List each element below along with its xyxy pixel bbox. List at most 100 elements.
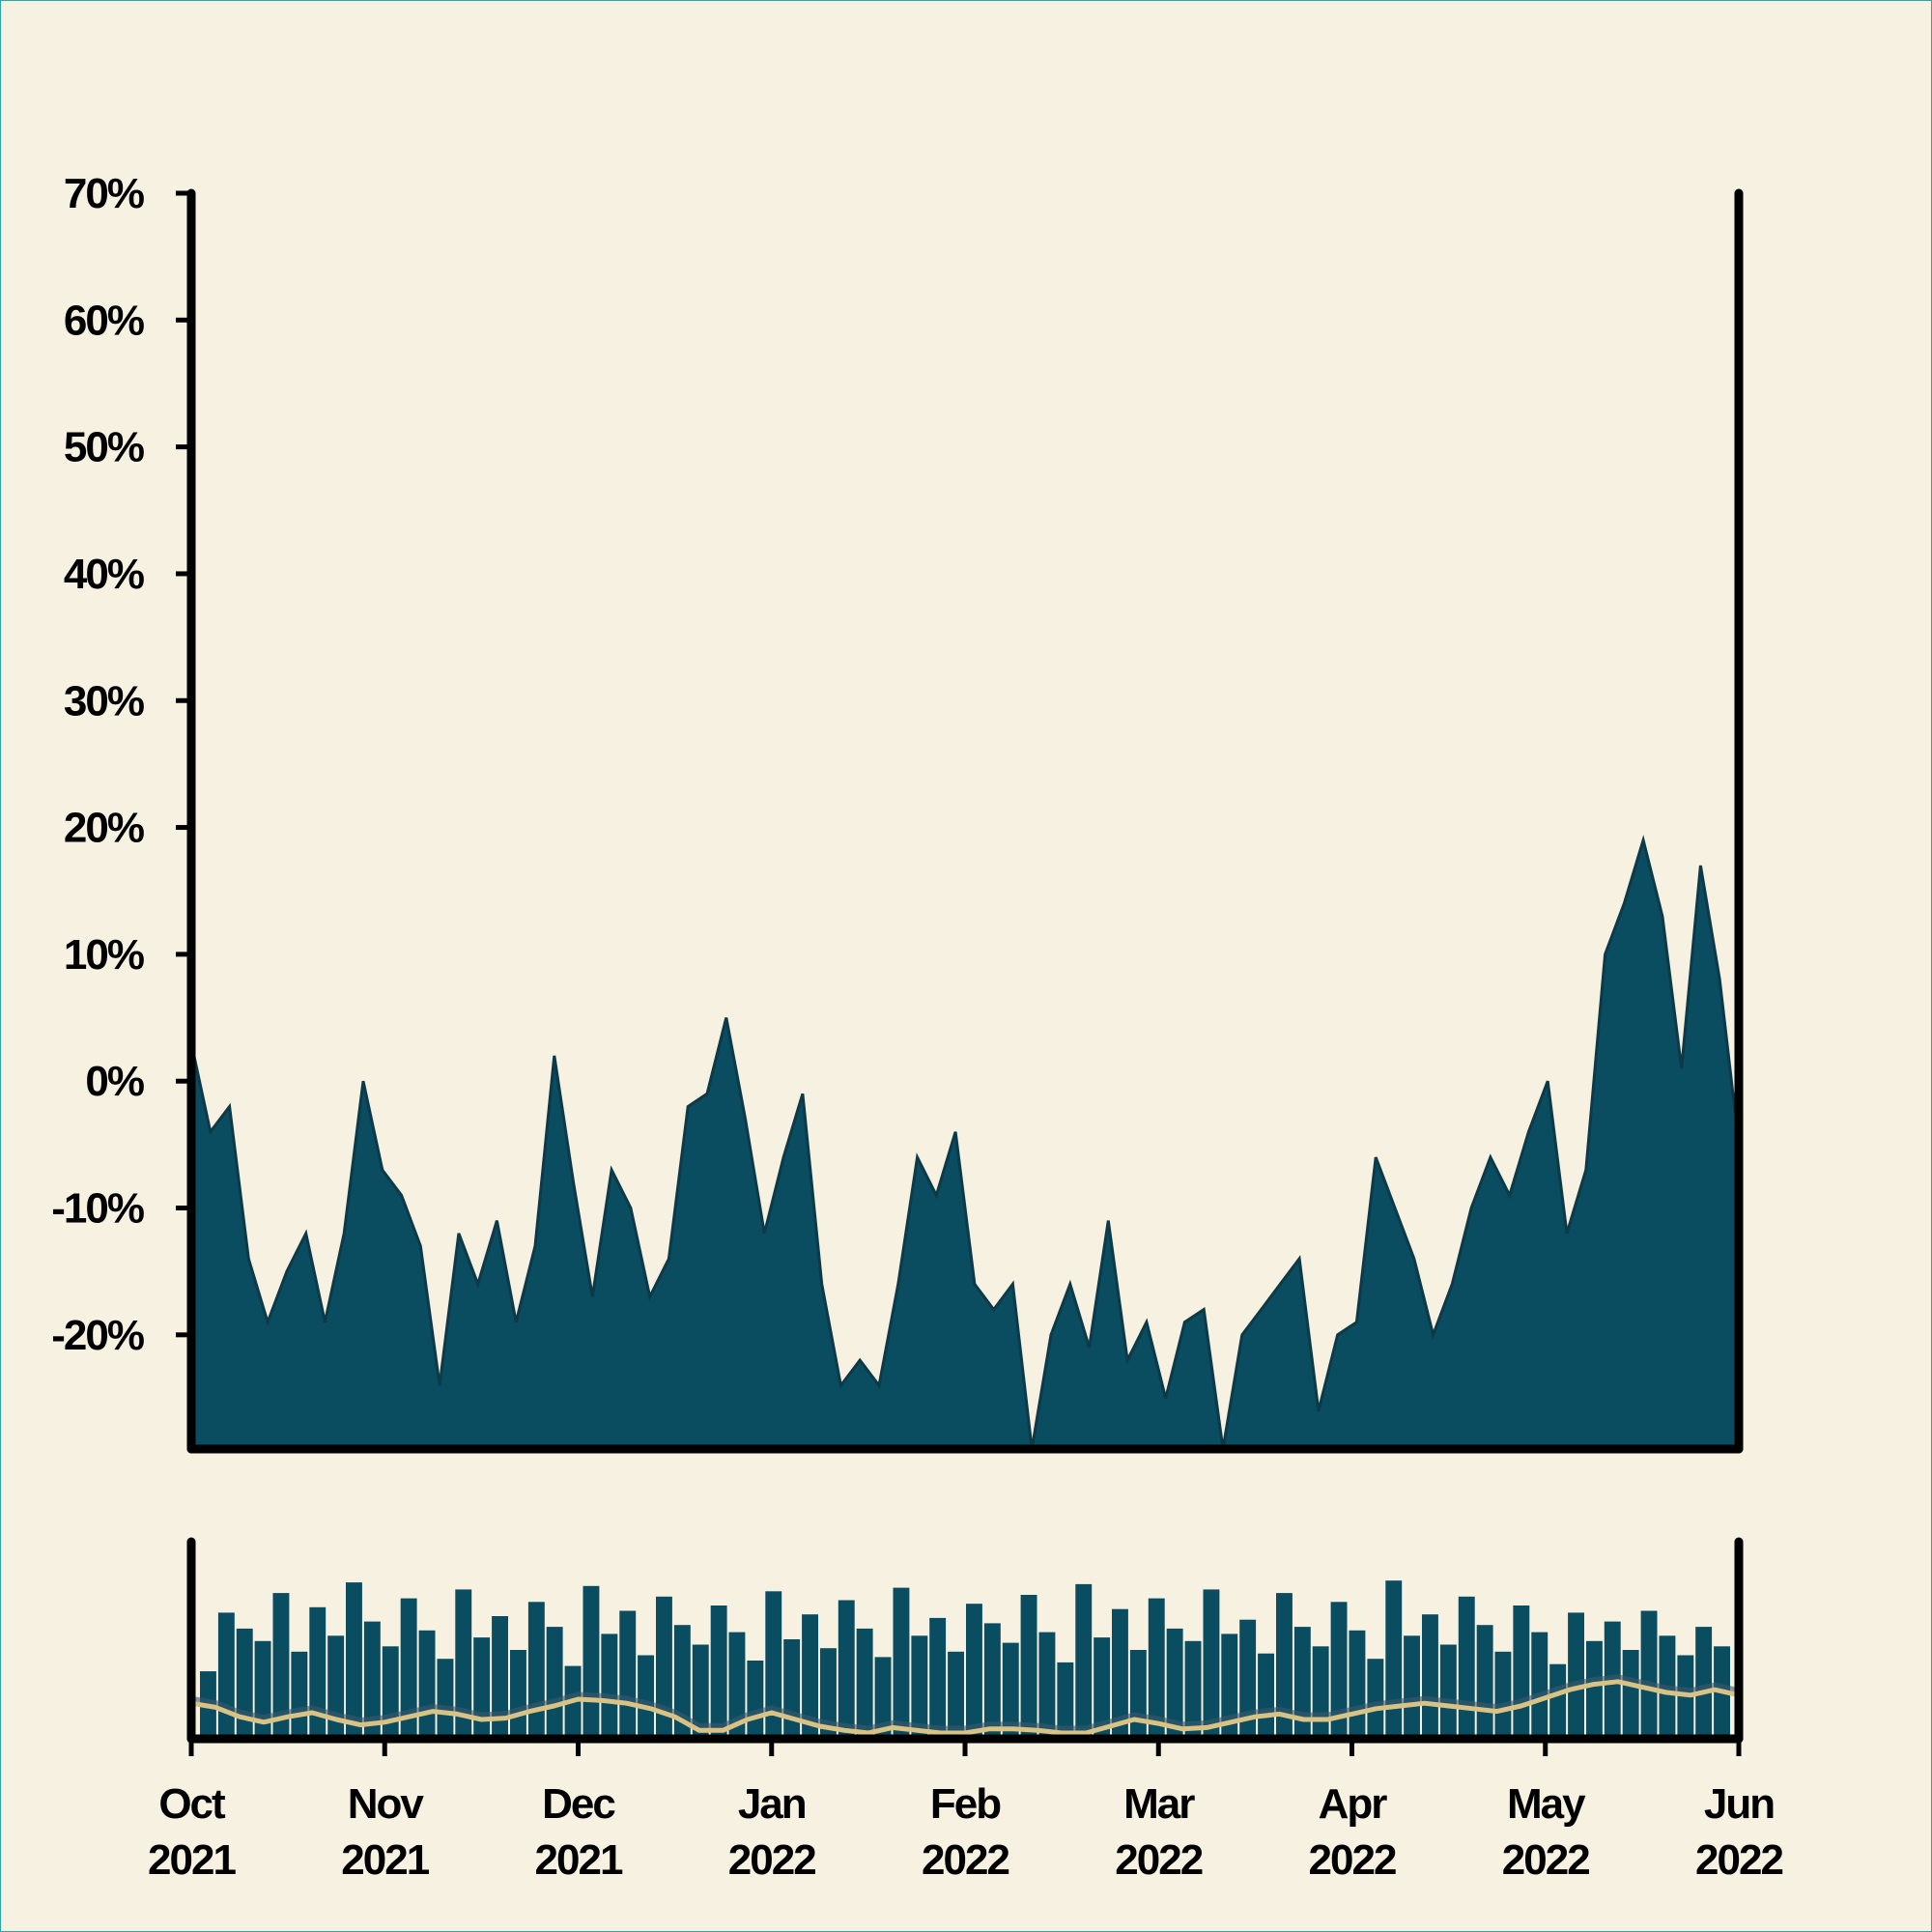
x-tick-label-month: Jun xyxy=(1704,1780,1774,1828)
volume-bar xyxy=(582,1585,600,1739)
y-tick-label: 60% xyxy=(64,297,144,344)
x-tick-label-year: 2021 xyxy=(535,1836,623,1884)
volume-bar xyxy=(656,1596,672,1739)
area-series xyxy=(189,835,1741,1451)
volume-bar xyxy=(1148,1598,1165,1739)
x-tick-label-year: 2021 xyxy=(341,1836,429,1884)
volume-bar xyxy=(673,1625,691,1739)
x-tick-label-year: 2022 xyxy=(922,1836,1009,1884)
moving-average-line xyxy=(190,1679,1740,1736)
volume-bar xyxy=(874,1657,892,1739)
volume-bar xyxy=(820,1648,837,1739)
volume-bar xyxy=(1458,1596,1475,1739)
volume-bar xyxy=(527,1602,545,1739)
y-tick-label: 10% xyxy=(64,931,144,979)
volume-bar xyxy=(1312,1646,1329,1739)
x-tick-label-year: 2022 xyxy=(1115,1836,1202,1884)
y-tick-label: 20% xyxy=(64,805,144,852)
volume-bar xyxy=(492,1616,508,1739)
volume-bar xyxy=(638,1655,654,1739)
main-area-layer xyxy=(189,835,1741,1451)
main-axes xyxy=(186,188,1744,1454)
y-tick-label: 50% xyxy=(64,424,144,471)
volume-bar xyxy=(1385,1580,1403,1739)
volume-bar xyxy=(546,1627,563,1739)
x-tick-label-year: 2022 xyxy=(1695,1836,1782,1884)
volume-bar xyxy=(272,1593,290,1739)
y-tick-label: -20% xyxy=(51,1312,144,1359)
volume-bar xyxy=(291,1651,308,1739)
volume-bar xyxy=(1568,1612,1584,1739)
volume-bar xyxy=(1531,1632,1548,1739)
volume-bar xyxy=(418,1630,436,1739)
volume-bar xyxy=(1094,1637,1111,1739)
volume-bar xyxy=(1038,1632,1056,1739)
volume-bar xyxy=(382,1646,399,1739)
y-axis-ticks: 70% 60% 50% 40% 30% 20% 10% 0% -10% -20% xyxy=(51,170,191,1359)
volume-bar xyxy=(1184,1640,1202,1739)
volume-bar xyxy=(911,1635,928,1739)
x-tick-label-year: 2022 xyxy=(1502,1836,1589,1884)
y-tick-label: 0% xyxy=(85,1058,143,1105)
volume-bar xyxy=(1239,1619,1257,1739)
volume-bars-layer xyxy=(200,1580,1730,1739)
x-tick-label-year: 2021 xyxy=(148,1836,236,1884)
volume-bar xyxy=(1276,1593,1293,1739)
volume-bar xyxy=(1494,1651,1512,1739)
volume-bar xyxy=(1476,1625,1493,1739)
x-tick-label-month: May xyxy=(1507,1780,1586,1828)
volume-bar xyxy=(1349,1630,1366,1739)
x-tick-label-month: Jan xyxy=(738,1780,806,1828)
volume-bar xyxy=(455,1589,472,1739)
x-tick-label-month: Mar xyxy=(1123,1780,1195,1828)
volume-bar xyxy=(929,1617,947,1739)
volume-bar xyxy=(619,1610,637,1739)
volume-bar xyxy=(692,1644,709,1739)
volume-bar xyxy=(948,1651,964,1739)
volume-bar xyxy=(1057,1662,1074,1739)
volume-bar xyxy=(1640,1610,1658,1739)
volume-bar xyxy=(601,1634,618,1739)
volume-bar xyxy=(400,1598,417,1739)
volume-bar xyxy=(510,1650,526,1739)
volume-bar xyxy=(1075,1583,1093,1739)
x-tick-label-month: Oct xyxy=(158,1780,226,1828)
y-tick-label: -10% xyxy=(51,1185,144,1233)
volume-bar xyxy=(1293,1627,1311,1739)
volume-bar xyxy=(1367,1659,1384,1739)
volume-bar xyxy=(1622,1650,1639,1739)
volume-bar xyxy=(747,1661,764,1739)
volume-bar xyxy=(1002,1642,1019,1739)
volume-bar xyxy=(1258,1653,1274,1739)
volume-bar xyxy=(1330,1602,1348,1739)
volume-bar xyxy=(1422,1614,1438,1739)
volume-bar xyxy=(983,1623,1001,1739)
x-tick-label-year: 2022 xyxy=(728,1836,815,1884)
volume-bar xyxy=(710,1605,727,1739)
y-tick-label: 40% xyxy=(64,551,144,598)
volume-bar xyxy=(346,1582,362,1739)
volume-bar xyxy=(309,1606,327,1739)
volume-bar xyxy=(1695,1627,1713,1739)
volume-bar xyxy=(1129,1650,1147,1739)
x-tick-label-month: Feb xyxy=(930,1780,1001,1828)
volume-bar xyxy=(783,1639,801,1739)
volume-bar xyxy=(893,1587,910,1739)
volume-bar xyxy=(1112,1608,1128,1739)
x-tick-label-month: Apr xyxy=(1319,1780,1388,1828)
volume-bar xyxy=(802,1614,818,1739)
volume-bar xyxy=(1513,1605,1530,1739)
volume-bar xyxy=(1586,1640,1603,1739)
volume-bar xyxy=(1020,1595,1037,1739)
volume-bar xyxy=(966,1604,982,1739)
volume-bar xyxy=(437,1659,454,1739)
volume-bar xyxy=(236,1628,253,1739)
x-axis-ticks: Oct 2021 Nov 2021 Dec 2021 Jan 2022 Feb 2022 Mar 20… xyxy=(148,1739,1784,1884)
volume-bar xyxy=(765,1591,782,1739)
volume-bar xyxy=(363,1621,381,1739)
volume-bar xyxy=(1404,1635,1420,1739)
x-tick-label-month: Nov xyxy=(348,1780,425,1828)
volume-bar xyxy=(838,1600,855,1739)
volume-bar xyxy=(1549,1663,1567,1739)
